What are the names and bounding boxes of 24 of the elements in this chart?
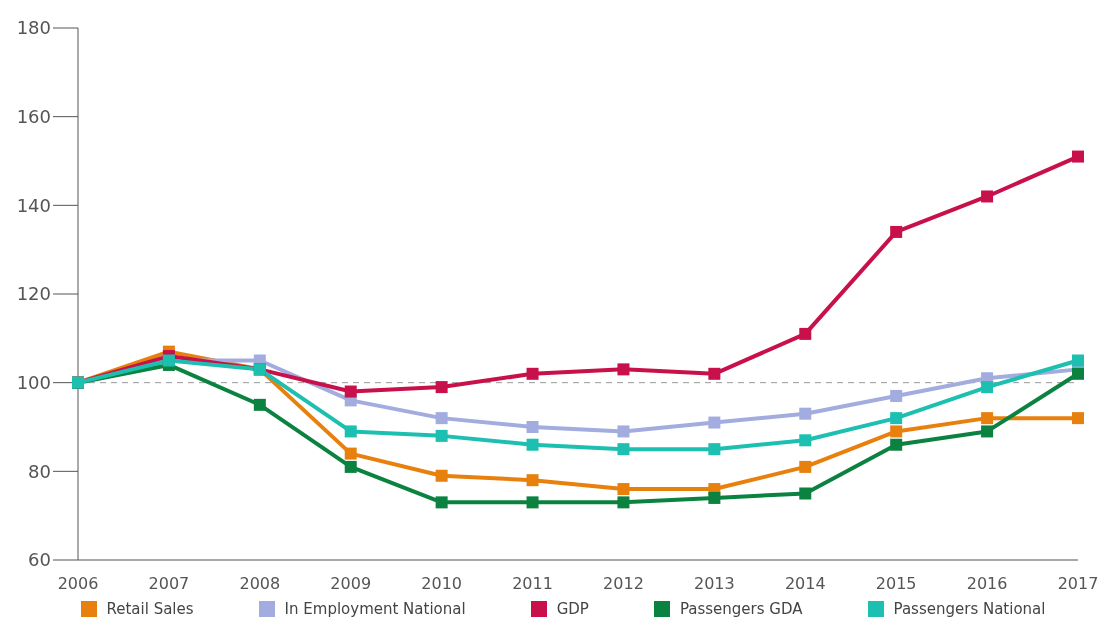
y-tick-label: 60 [28,549,51,571]
legend-label: Retail Sales [105,600,194,618]
x-tick-label: 2010 [421,574,462,594]
x-tick-label: 2007 [148,574,190,594]
legend-label: GDP [555,600,589,618]
y-tick-label: 120 [16,283,51,305]
y-tick-label: 100 [16,372,51,394]
x-tick-label: 2015 [875,574,917,594]
y-tick-label: 140 [16,194,51,216]
x-tick-label: 2014 [784,574,826,594]
x-tick-label: 2012 [603,574,644,594]
y-tick-label: 160 [16,106,51,128]
x-tick-label: 2017 [1057,574,1099,594]
x-tick-label: 2013 [694,574,735,594]
x-tick-label: 2011 [512,574,553,594]
legend-label: Passengers GDA [678,600,803,618]
x-tick-label: 2016 [966,574,1008,594]
y-tick-label: 80 [28,460,51,482]
x-tick-label: 2008 [239,574,281,594]
x-tick-label: 2009 [330,574,372,594]
y-tick-label: 180 [16,17,51,39]
x-tick-label: 2006 [57,574,99,594]
legend-label: Passengers National [892,600,1046,618]
legend-label: In Employment National [283,600,466,618]
